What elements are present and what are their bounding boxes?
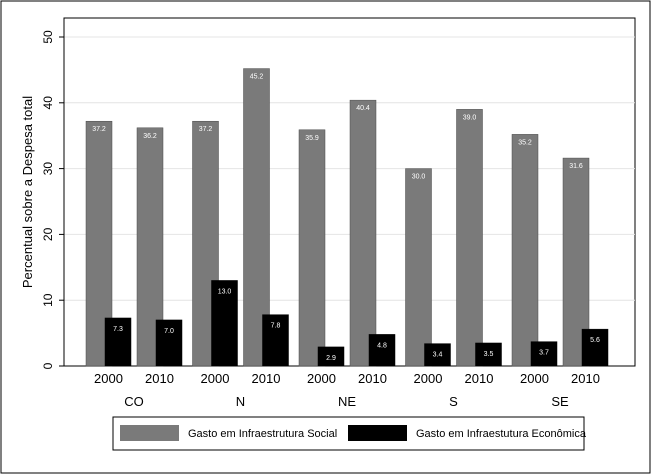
x-tick-label: 2000 xyxy=(520,371,549,386)
x-tick-label: 2000 xyxy=(307,371,336,386)
bars: 37.2 7.3 36.2 7.0 37.2 13.0 45.2 7.8 35.9 2.9 40.4… xyxy=(85,68,609,367)
y-tick-label: 50 xyxy=(41,30,55,44)
bar-economica xyxy=(211,280,238,367)
x-tick-label: 2010 xyxy=(571,371,600,386)
legend: Gasto em Infraestrutura Social Gasto em … xyxy=(112,416,587,451)
bar-label-social: 39.0 xyxy=(463,114,477,121)
y-tick-label: 0 xyxy=(41,362,55,369)
group-label: NE xyxy=(338,394,356,409)
bar-social xyxy=(298,129,326,367)
x-tick-label: 2000 xyxy=(201,371,230,386)
bar-economica xyxy=(317,346,345,367)
y-tick-label: 20 xyxy=(41,227,55,241)
bar-label-social: 35.9 xyxy=(305,135,319,142)
bar-social xyxy=(456,109,483,367)
bar-label-social: 45.2 xyxy=(250,74,264,81)
x-tick-label: 2010 xyxy=(145,371,174,386)
group-label: N xyxy=(236,394,245,409)
bar-label-economica: 5.6 xyxy=(590,337,600,344)
bar-label-economica: 3.4 xyxy=(433,352,443,359)
bar-label-economica: 3.7 xyxy=(539,350,549,357)
bar-label-social: 31.6 xyxy=(569,163,583,170)
bar-label-economica: 3.5 xyxy=(484,351,494,358)
y-tick-label: 10 xyxy=(41,293,55,307)
bar-label-social: 40.4 xyxy=(356,105,370,112)
bar-label-economica: 2.9 xyxy=(326,355,336,362)
y-axis: 0 10 20 30 40 50 Percentual sobre a Despesa t… xyxy=(20,18,65,369)
bar-economica xyxy=(155,319,183,367)
bar-economica xyxy=(262,314,289,367)
group-label: S xyxy=(449,394,458,409)
bar-label-economica: 4.8 xyxy=(377,342,387,349)
x-tick-label: 2010 xyxy=(465,371,494,386)
bar-economica xyxy=(368,334,396,367)
bar-label-social: 35.2 xyxy=(518,139,532,146)
x-tick-label: 2010 xyxy=(252,371,281,386)
y-tick-label: 40 xyxy=(41,96,55,110)
bar-label-economica: 7.3 xyxy=(113,326,123,333)
bar-label-social: 30.0 xyxy=(412,174,426,181)
y-tick-label: 30 xyxy=(41,162,55,176)
legend-label-social: Gasto em Infraestrutura Social xyxy=(188,428,337,440)
legend-swatch-social xyxy=(120,425,179,441)
bar-social xyxy=(405,168,432,367)
bar-economica xyxy=(104,317,132,367)
bar-economica xyxy=(530,341,558,367)
legend-label-economica: Gasto em Infraestutura Econômica xyxy=(416,428,587,440)
bar-economica xyxy=(424,343,451,367)
bar-social xyxy=(349,99,377,367)
bar-label-social: 37.2 xyxy=(199,126,213,133)
bar-economica xyxy=(581,328,609,367)
legend-swatch-economica xyxy=(348,425,407,441)
bar-label-social: 36.2 xyxy=(143,133,157,140)
y-ticks: 0 10 20 30 40 50 xyxy=(41,30,64,369)
x-tick-label: 2000 xyxy=(414,371,443,386)
bar-economica xyxy=(475,342,502,367)
group-label: CO xyxy=(124,394,144,409)
y-axis-label: Percentual sobre a Despesa total xyxy=(20,96,35,288)
bar-label-social: 37.2 xyxy=(92,126,106,133)
group-label: SE xyxy=(551,394,569,409)
bar-label-economica: 7.8 xyxy=(271,323,281,330)
bar-label-economica: 7.0 xyxy=(164,328,174,335)
x-tick-label: 2000 xyxy=(94,371,123,386)
bar-label-economica: 13.0 xyxy=(218,288,232,295)
bar-social xyxy=(511,134,539,367)
x-tick-label: 2010 xyxy=(358,371,387,386)
